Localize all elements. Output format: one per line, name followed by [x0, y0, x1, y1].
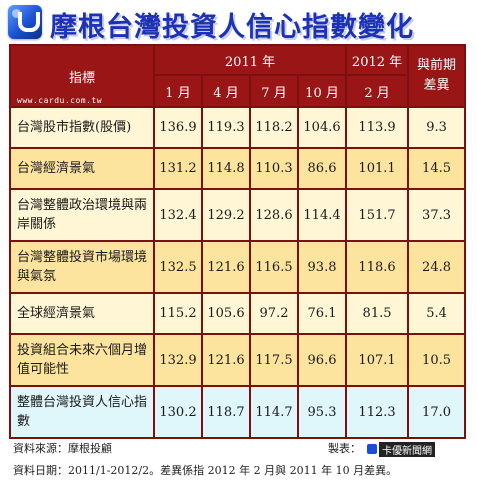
cell-diff: 24.8 [409, 242, 465, 292]
header-month: 4 月 [203, 76, 249, 106]
cell-value: 115.2 [155, 294, 201, 333]
cell-value: 104.6 [299, 108, 346, 147]
watermark: www.cardu.com.tw [17, 96, 103, 105]
cell-diff: 14.5 [409, 149, 465, 188]
cell-value: 132.4 [155, 190, 201, 240]
table-row-total: 整體台灣投資人信心指數 130.2 118.7 114.7 95.3 112.3… [11, 387, 465, 437]
table-row: 投資組合未來六個月增值可能性 132.9 121.6 117.5 96.6 10… [11, 335, 465, 385]
cell-value: 119.3 [203, 108, 249, 147]
row-label: 全球經濟景氣 [11, 294, 153, 333]
cell-value: 118.7 [203, 387, 249, 437]
row-label: 台灣整體投資市場環境與氣氛 [11, 242, 153, 292]
cell-value: 130.2 [155, 387, 201, 437]
maker-note: 製表： 卡優新聞網 [328, 440, 435, 457]
cell-value: 76.1 [299, 294, 346, 333]
table-row: 台灣經濟景氣 131.2 114.8 110.3 86.6 101.1 14.5 [11, 149, 465, 188]
header-month: 10 月 [299, 76, 346, 106]
row-label: 投資組合未來六個月增值可能性 [11, 335, 153, 385]
cell-diff: 37.3 [409, 190, 465, 240]
source-note: 資料來源：摩根投顧 [13, 442, 112, 455]
cell-value: 105.6 [203, 294, 249, 333]
cell-value: 97.2 [251, 294, 297, 333]
cell-value: 86.6 [299, 149, 346, 188]
confidence-table: 指標 www.cardu.com.tw 2011 年 2012 年 與前期差異 … [9, 44, 467, 439]
cell-value: 132.9 [155, 335, 201, 385]
cell-value: 121.6 [203, 335, 249, 385]
header-indicator-label: 指標 [68, 70, 95, 86]
cell-value: 114.7 [251, 387, 297, 437]
udn-logo-icon [8, 5, 42, 39]
header-month: 2 月 [347, 76, 408, 106]
row-label: 整體台灣投資人信心指數 [11, 387, 153, 437]
header-month: 7 月 [251, 76, 297, 106]
row-label: 台灣股市指數(股價) [11, 108, 153, 147]
cell-value: 128.6 [251, 190, 297, 240]
cell-value: 116.5 [251, 242, 297, 292]
cell-value: 131.2 [155, 149, 201, 188]
cell-diff: 5.4 [409, 294, 465, 333]
title-bar: 摩根台灣投資人信心指數變化 [2, 3, 474, 43]
confidence-table-container: 指標 www.cardu.com.tw 2011 年 2012 年 與前期差異 … [9, 44, 467, 439]
cell-value: 132.5 [155, 242, 201, 292]
page-title: 摩根台灣投資人信心指數變化 [50, 12, 414, 43]
cell-value: 112.3 [347, 387, 408, 437]
date-note: 資料日期：2011/1-2012/2。差異係指 2012 年 2 月與 2011… [13, 464, 398, 477]
cell-value: 118.2 [251, 108, 297, 147]
cell-value: 96.6 [299, 335, 346, 385]
table-row: 全球經濟景氣 115.2 105.6 97.2 76.1 81.5 5.4 [11, 294, 465, 333]
maker-label: 製表： [328, 442, 361, 455]
row-label: 台灣經濟景氣 [11, 149, 153, 188]
maker-name: 卡優新聞網 [379, 441, 435, 457]
cardu-logo-icon [367, 444, 377, 454]
cell-value: 136.9 [155, 108, 201, 147]
cell-diff: 17.0 [409, 387, 465, 437]
header-month: 1 月 [155, 76, 201, 106]
cell-value: 151.7 [347, 190, 408, 240]
cell-value: 113.9 [347, 108, 408, 147]
cell-value: 81.5 [347, 294, 408, 333]
cell-value: 107.1 [347, 335, 408, 385]
table-row: 台灣整體政治環境與兩岸關係 132.4 129.2 128.6 114.4 15… [11, 190, 465, 240]
cell-value: 101.1 [347, 149, 408, 188]
header-year-2011: 2011 年 [155, 46, 346, 74]
cell-value: 118.6 [347, 242, 408, 292]
header-diff-label: 與前期差異 [417, 58, 457, 93]
cell-value: 121.6 [203, 242, 249, 292]
cell-value: 117.5 [251, 335, 297, 385]
cell-diff: 9.3 [409, 108, 465, 147]
cell-value: 129.2 [203, 190, 249, 240]
row-label: 台灣整體政治環境與兩岸關係 [11, 190, 153, 240]
table-row: 台灣整體投資市場環境與氣氛 132.5 121.6 116.5 93.8 118… [11, 242, 465, 292]
cell-value: 95.3 [299, 387, 346, 437]
cell-diff: 10.5 [409, 335, 465, 385]
header-year-2012: 2012 年 [347, 46, 408, 74]
cell-value: 114.8 [203, 149, 249, 188]
table-row: 台灣股市指數(股價) 136.9 119.3 118.2 104.6 113.9… [11, 108, 465, 147]
cell-value: 114.4 [299, 190, 346, 240]
cell-value: 93.8 [299, 242, 346, 292]
header-diff: 與前期差異 [409, 46, 465, 106]
cell-value: 110.3 [251, 149, 297, 188]
header-indicator: 指標 www.cardu.com.tw [11, 46, 153, 106]
